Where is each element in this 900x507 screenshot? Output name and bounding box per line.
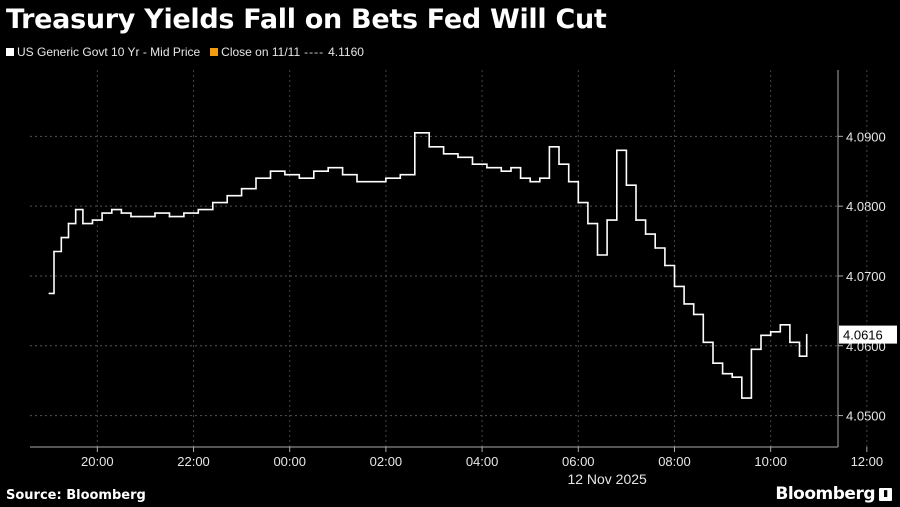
data-point	[741, 397, 743, 399]
legend-close-value: 4.1160	[328, 45, 364, 59]
x-tick-label: 10:00	[754, 454, 787, 469]
data-point	[211, 201, 214, 204]
series-swatch	[6, 48, 14, 56]
data-point	[606, 219, 608, 221]
data-point	[110, 208, 113, 211]
data-point	[471, 163, 474, 166]
data-point	[197, 208, 200, 211]
data-point	[635, 219, 637, 221]
brand-text: Bloomberg	[775, 484, 875, 504]
data-point	[644, 233, 647, 235]
data-point	[769, 331, 772, 333]
source-note: Source: Bloomberg	[6, 488, 146, 503]
data-point	[587, 222, 589, 225]
data-point	[91, 219, 94, 221]
data-point	[673, 285, 676, 288]
data-point	[750, 348, 753, 351]
data-point	[683, 303, 685, 305]
data-point	[625, 184, 628, 186]
data-point	[805, 333, 808, 336]
data-point	[721, 372, 724, 375]
data-point	[183, 212, 185, 214]
legend: US Generic Govt 10 Yr - Mid Price Close …	[6, 45, 364, 59]
data-point	[615, 149, 618, 152]
data-point	[168, 215, 171, 218]
y-tick-label: 4.0800	[846, 199, 886, 214]
data-point	[120, 212, 123, 214]
data-point	[226, 194, 228, 197]
y-tick-label: 4.0500	[846, 409, 886, 424]
x-tick-label: 12:00	[851, 454, 884, 469]
data-point	[74, 208, 77, 211]
chart-title: Treasury Yields Fall on Bets Fed Will Cu…	[6, 4, 607, 35]
data-point	[567, 180, 570, 183]
last-value-label: 4.0616	[843, 328, 883, 343]
data-point	[529, 180, 531, 183]
data-point	[269, 170, 272, 173]
data-point	[654, 247, 657, 249]
data-point	[760, 334, 762, 337]
data-point	[327, 166, 329, 169]
data-point	[539, 177, 541, 180]
data-point	[702, 341, 705, 344]
x-tick-label: 08:00	[658, 454, 691, 469]
x-axis-label: 12 Nov 2025	[567, 471, 647, 487]
data-point	[130, 215, 132, 218]
data-point	[442, 152, 445, 155]
data-point	[298, 177, 301, 180]
data-point	[67, 222, 70, 225]
data-point	[510, 166, 512, 169]
bloomberg-mark-icon: ▮	[879, 487, 892, 501]
data-point	[101, 212, 103, 214]
data-point	[356, 180, 358, 183]
data-point	[255, 177, 257, 180]
data-point	[519, 177, 522, 180]
x-tick-label: 06:00	[562, 454, 595, 469]
x-tick-label: 22:00	[177, 454, 210, 469]
data-point	[139, 215, 142, 218]
x-tick-label: 20:00	[81, 454, 114, 469]
data-point	[240, 187, 243, 190]
x-tick-label: 00:00	[273, 454, 306, 469]
data-point	[664, 264, 666, 267]
data-point	[779, 324, 782, 326]
data-point	[53, 250, 55, 253]
last-value-box	[839, 325, 897, 344]
y-tick-label: 4.0700	[846, 269, 886, 284]
data-point	[312, 170, 315, 173]
data-point	[548, 145, 551, 148]
legend-series-label: US Generic Govt 10 Yr - Mid Price	[17, 45, 201, 59]
data-point	[413, 132, 416, 134]
legend-dash: ----	[304, 45, 325, 59]
series-line	[49, 132, 808, 399]
data-point	[731, 376, 733, 378]
data-point	[154, 212, 156, 214]
data-point	[82, 222, 84, 225]
x-tick-label: 02:00	[370, 454, 403, 469]
data-point	[789, 341, 791, 344]
data-point	[486, 166, 488, 169]
data-point	[60, 236, 63, 239]
data-point	[500, 170, 503, 173]
data-point	[370, 180, 373, 183]
data-point	[457, 156, 459, 159]
data-point	[577, 201, 580, 204]
close-swatch	[210, 48, 219, 56]
data-point	[596, 254, 599, 256]
legend-close-label: Close on 11/11	[221, 45, 301, 59]
bloomberg-logo: Bloomberg ▮	[775, 484, 892, 504]
x-tick-label: 04:00	[466, 454, 499, 469]
data-point	[48, 292, 51, 295]
data-point	[341, 173, 344, 176]
data-point	[399, 173, 402, 176]
data-point	[284, 173, 286, 176]
data-point	[692, 313, 695, 316]
y-tick-label: 4.0900	[846, 129, 886, 144]
data-point	[428, 145, 430, 148]
data-point	[798, 355, 801, 358]
data-point	[712, 362, 714, 365]
data-point	[385, 177, 387, 180]
data-point	[558, 163, 560, 166]
